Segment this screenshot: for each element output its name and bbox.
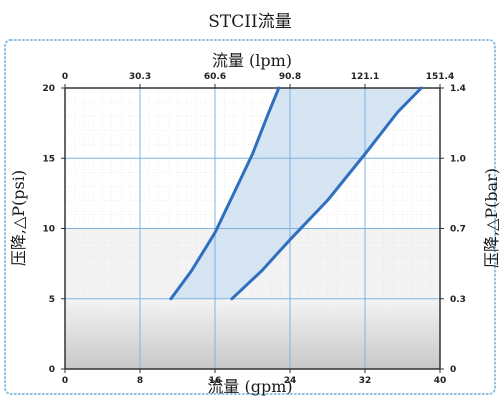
x-top-tick-label: 0: [62, 72, 68, 82]
y-right-tick-label: 1.0: [450, 154, 466, 164]
x-bottom-tick-label: 16: [209, 376, 222, 386]
plot-area: 0 8 16 24 32 400 30.3 60.6 90.8 121.1 151.40510152…: [42, 72, 465, 386]
series-line-1: [169, 86, 281, 301]
x-bottom-tick-label: 0: [62, 376, 68, 386]
x-top-tick-label: 121.1: [351, 72, 379, 82]
y-right-tick-label: 0.3: [450, 295, 466, 305]
y-left-tick-label: 5: [49, 295, 55, 305]
x-top-tick-label: 30.3: [129, 72, 151, 82]
y-left-tick-label: 0: [49, 365, 55, 375]
y-right-tick-label: 1.4: [450, 84, 466, 94]
x-bottom-tick-label: 24: [284, 376, 297, 386]
operating-band: [170, 88, 422, 299]
x-bottom-tick-label: 32: [359, 376, 372, 386]
y-right-axis-title: 压降,△P(bar): [482, 168, 500, 268]
x-bottom-tick-label: 40: [434, 376, 447, 386]
x-top-tick-label: 60.6: [204, 72, 226, 82]
y-left-axis-title: 压降,△P(psi): [9, 170, 28, 266]
series-line-2: [230, 86, 423, 301]
x-top-axis-title: 流量 (lpm): [212, 51, 292, 70]
x-bottom-tick-label: 8: [137, 376, 143, 386]
outer-frame: [4, 39, 496, 395]
x-bottom-axis-title: 流量 (gpm): [207, 377, 292, 396]
x-top-tick-label: 151.4: [426, 72, 454, 82]
chart-title: STCII流量: [208, 12, 291, 32]
x-top-tick-label: 90.8: [279, 72, 301, 82]
y-left-tick-label: 20: [42, 84, 55, 94]
y-left-tick-label: 15: [42, 154, 55, 164]
y-right-tick-label: 0.7: [450, 225, 466, 235]
y-right-tick-label: 0: [450, 365, 456, 375]
y-left-tick-label: 10: [42, 225, 55, 235]
